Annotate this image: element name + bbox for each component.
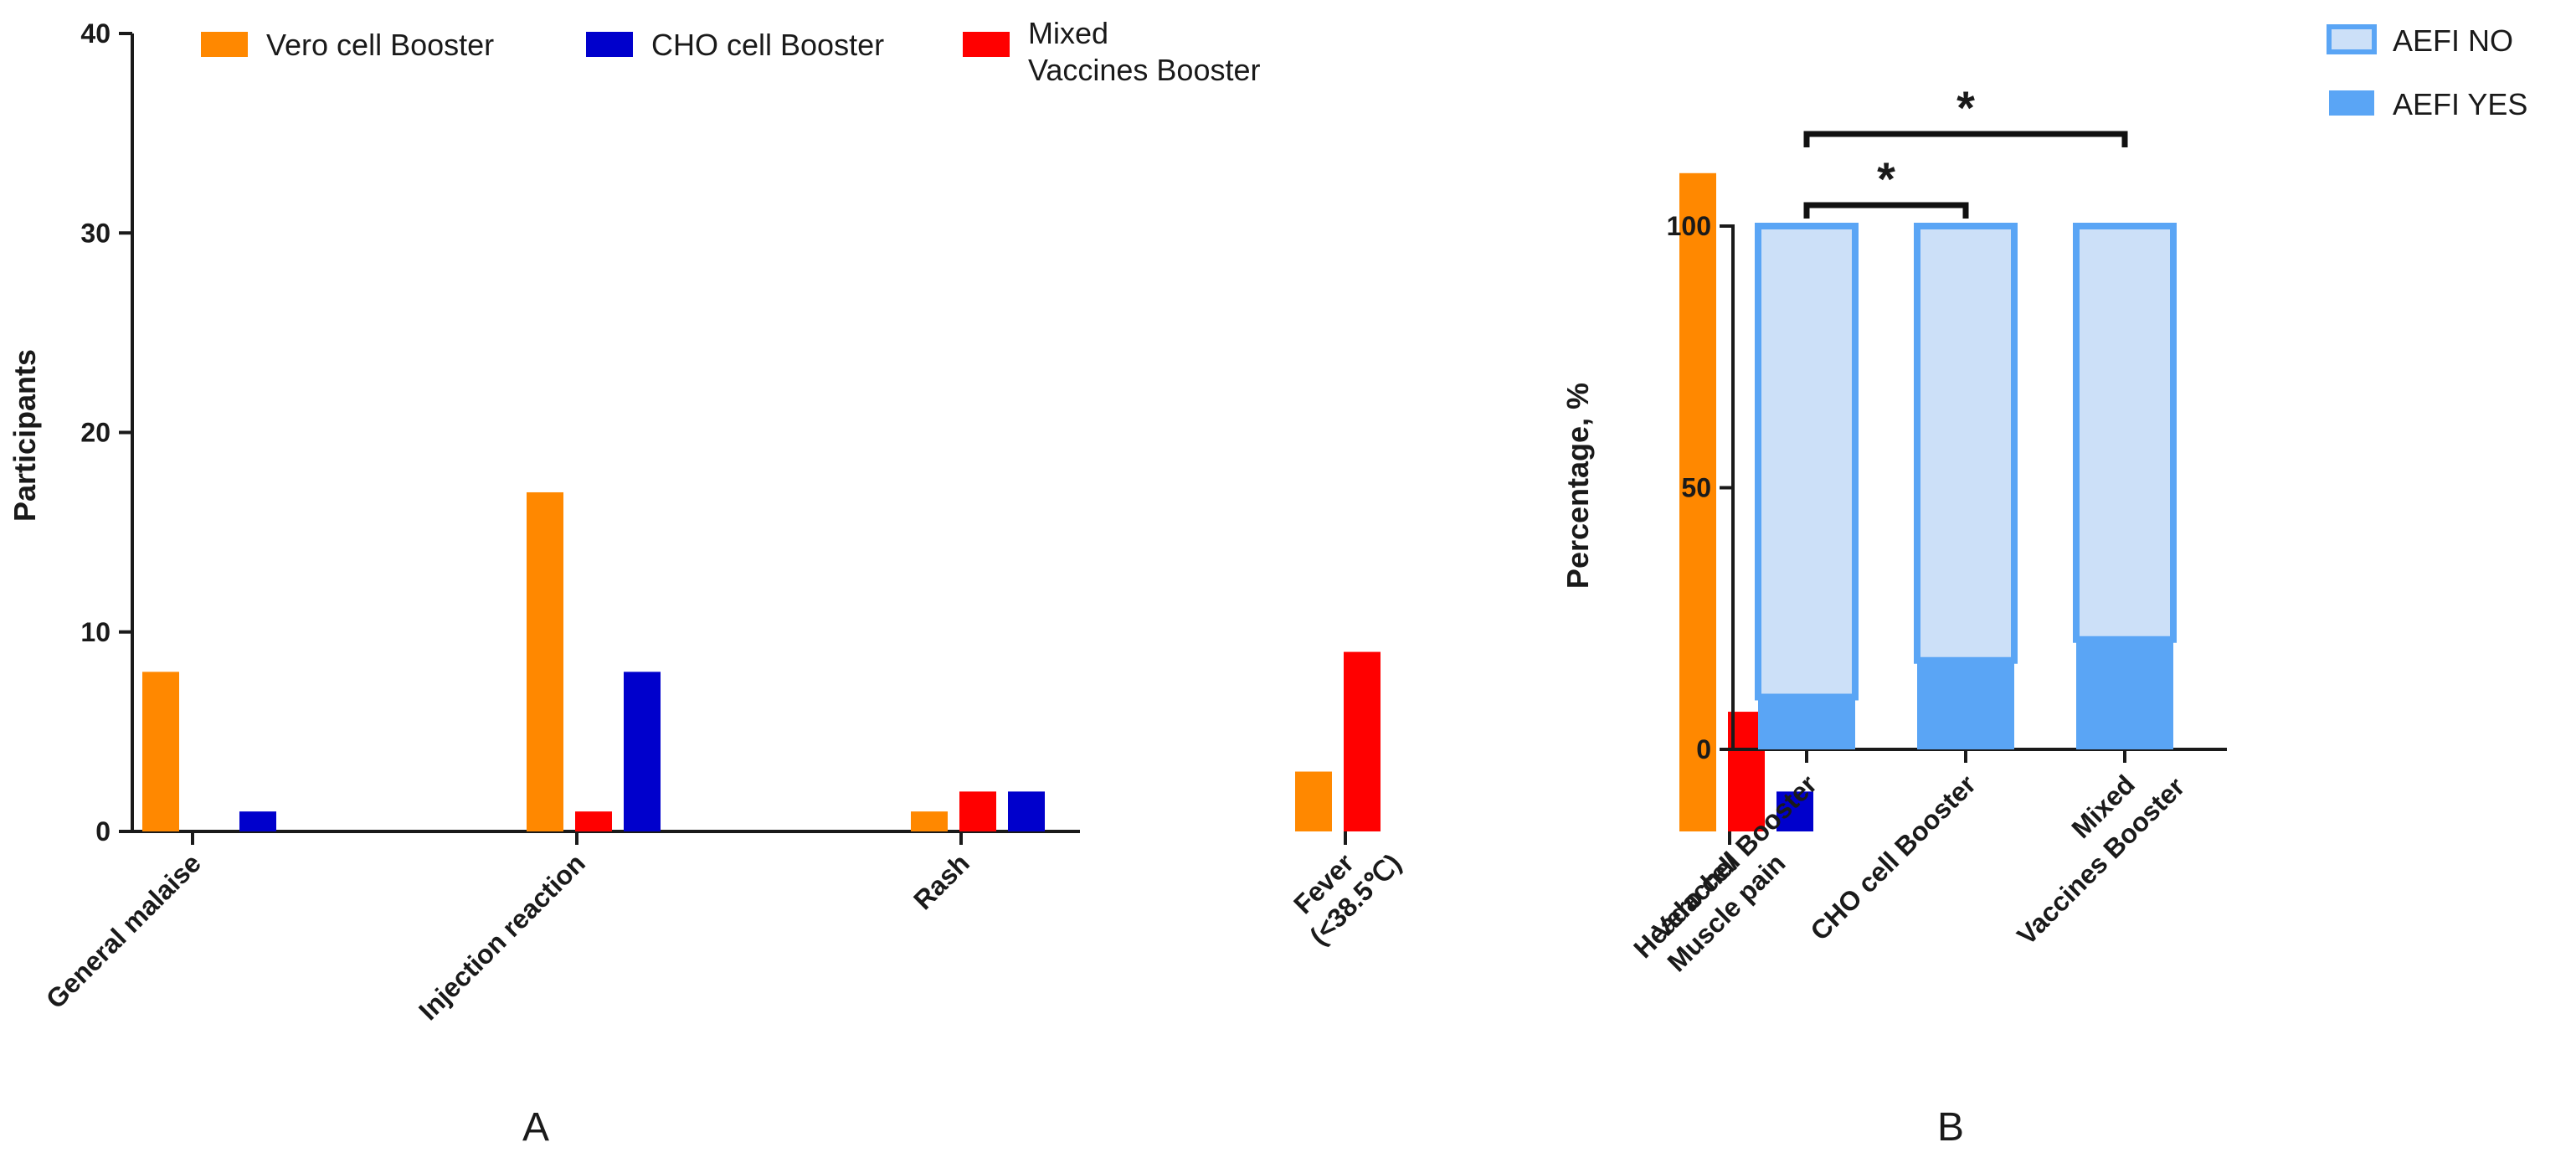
x-tick-label: CHO cell Booster [1804, 769, 1982, 946]
bar [575, 811, 612, 831]
bar [1679, 172, 1716, 831]
x-tick-label: Headache/Muscle pain [1627, 824, 1791, 987]
stacked-bar-aefi-yes [2076, 639, 2173, 749]
bar [1295, 771, 1332, 831]
stacked-bar-aefi-no [1914, 223, 2018, 664]
significance-marker: * [1956, 81, 1975, 134]
y-tick-label: 100 [1667, 211, 1711, 241]
y-tick-label: 10 [80, 617, 111, 647]
y-axis-label: Percentage, % [1561, 383, 1595, 589]
x-tick-label: Injection reaction [413, 847, 591, 1026]
significance-marker: * [1877, 152, 1895, 205]
bar [239, 811, 276, 831]
bar [624, 672, 661, 831]
x-tick-label: General malaise [40, 847, 207, 1014]
panel-label: B [1937, 1105, 1964, 1150]
legend-label: AEFI YES [2393, 87, 2527, 121]
bar [1008, 791, 1045, 831]
y-tick-label: 0 [1696, 734, 1711, 764]
legend-label: Vero cell Booster [266, 28, 494, 62]
legend-label: CHO cell Booster [651, 28, 884, 62]
legend-label: AEFI NO [2393, 23, 2513, 58]
bar [142, 672, 179, 831]
bar [1776, 791, 1813, 831]
x-tick-label: Rash [908, 847, 975, 915]
bar [959, 791, 996, 831]
legend-swatch [586, 32, 633, 57]
y-tick-label: 50 [1681, 473, 1711, 503]
legend-swatch [2327, 24, 2377, 54]
panel-a-chart: 0 10 20 30 40 General malaise Injection reacti… [8, 16, 1813, 1150]
x-tick-label: MixedVaccines Booster [1985, 745, 2190, 950]
legend-swatch [963, 32, 1010, 57]
stacked-bar-aefi-no [2073, 223, 2177, 643]
y-tick-label: 20 [80, 418, 111, 448]
panel-label: A [522, 1105, 549, 1150]
legend-label: Mixed Vaccines Booster [1028, 16, 1260, 87]
significance-bracket [1803, 202, 1969, 219]
y-axis-label: Participants [8, 349, 42, 522]
bar [911, 811, 948, 831]
stacked-bar-aefi-yes [1917, 660, 2014, 749]
stacked-bar-aefi-no [1755, 223, 1859, 701]
legend-swatch [201, 32, 248, 57]
bar [527, 491, 563, 831]
y-tick-label: 40 [80, 18, 111, 49]
significance-bracket [1803, 131, 2128, 147]
y-tick-label: 30 [80, 218, 111, 248]
stacked-bar-aefi-yes [1758, 697, 1855, 749]
x-tick-label: Fever(<38.5℃) [1280, 824, 1406, 950]
bar [1344, 651, 1381, 831]
y-tick-label: 0 [95, 816, 111, 847]
legend-swatch [2329, 90, 2374, 116]
